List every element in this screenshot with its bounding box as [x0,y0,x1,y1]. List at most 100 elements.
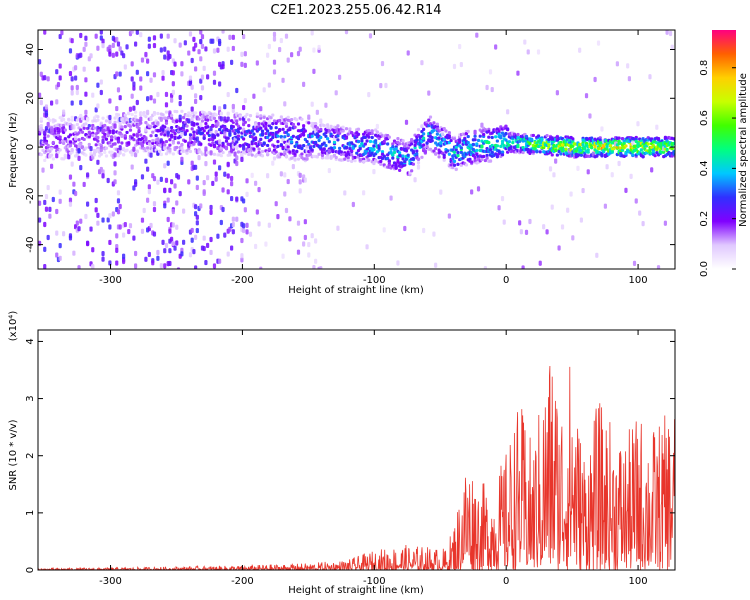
heatmap-cell [190,84,194,90]
y-tick-label: 20 [25,92,36,105]
heatmap-cell [87,130,91,134]
heatmap-cell [269,126,273,130]
heatmap-cell [75,122,79,127]
heatmap-cell [212,152,217,156]
heatmap-cell [554,148,558,153]
heatmap-cell [199,78,203,84]
heatmap-cell [586,150,590,154]
heatmap-cell [500,139,505,144]
heatmap-cell [372,147,376,152]
heatmap-cell [163,203,167,209]
heatmap-cell [425,144,429,149]
heatmap-cell [475,152,479,156]
heatmap-cell [46,76,50,82]
heatmap-cell [178,190,182,197]
heatmap-cell [180,109,184,113]
heatmap-cell [108,120,112,124]
heatmap-cell [586,169,590,175]
heatmap-cell [236,134,241,138]
heatmap-cell [233,131,237,136]
heatmap-cell [500,196,505,202]
heatmap-cell [286,57,290,63]
snr-frame [37,329,676,571]
heatmap-cell [434,262,438,268]
heatmap-cell [209,204,213,211]
heatmap-cell [243,51,247,57]
heatmap-cell [490,135,494,140]
heatmap-cell [75,152,79,157]
heatmap-cell [516,70,520,76]
heatmap-cell [295,149,299,154]
heatmap-cell [473,129,477,135]
heatmap-cell [170,116,174,120]
heatmap-cell [336,124,340,128]
heatmap-cell [442,127,446,131]
heatmap-cell [38,217,42,223]
heatmap-cell [317,138,321,143]
heatmap-cell [432,231,436,237]
heatmap-cell [415,152,419,156]
heatmap-cell [96,103,100,109]
heatmap-cell [70,115,74,120]
heatmap-cell [58,198,62,204]
heatmap-cell [159,176,163,183]
heatmap-cell [243,62,247,69]
heatmap-cell [96,45,100,51]
heatmap-cell [259,126,263,130]
heatmap-cell [202,245,206,252]
heatmap-cell [168,149,172,153]
heatmap-cell [197,155,201,161]
heatmap-cell [545,229,549,235]
heatmap-cell [415,149,419,153]
heatmap-cell [132,133,136,137]
heatmap-cell [166,33,170,39]
heatmap-cell [242,104,246,111]
heatmap-cell [617,136,621,140]
heatmap-cell [211,180,215,187]
heatmap-cell [159,47,163,53]
heatmap-cell [458,138,462,142]
heatmap-cell [322,124,326,128]
heatmap-cell [202,136,206,140]
heatmap-cell [91,133,95,137]
heatmap-cell [146,166,150,172]
heatmap-cell [511,141,515,145]
heatmap-cell [134,152,138,158]
heatmap-cell [600,126,604,132]
heatmap-cell [185,129,189,133]
heatmap-cell [343,190,347,196]
heatmap-cell [182,115,186,120]
x-tick-label: 0 [503,275,509,286]
heatmap-cell [101,169,105,175]
heatmap-cell [416,164,421,170]
heatmap-cell [202,65,206,72]
heatmap-cell [144,115,148,119]
heatmap-cell [322,141,326,145]
heatmap-cell [648,74,652,80]
heatmap-cell [178,101,182,107]
heatmap-cell [168,248,172,254]
heatmap-cell [194,111,198,115]
heatmap-cell [84,35,88,41]
heatmap-cell [259,137,263,141]
heatmap-cell [663,220,667,226]
heatmap-cell [384,82,388,89]
heatmap-cell [44,104,49,110]
heatmap-cell [315,155,319,159]
heatmap-cell [137,129,141,133]
heatmap-cell [281,127,285,131]
heatmap-cell [437,155,441,159]
heatmap-cell [240,61,244,67]
heatmap-cell [653,154,657,158]
heatmap-cell [284,33,289,39]
heatmap-cell [411,150,415,154]
heatmap-cell [605,164,609,170]
heatmap-cell [106,127,110,131]
heatmap-cell [552,172,556,178]
heatmap-cell [178,114,182,120]
heatmap-cell [84,77,88,83]
y-tick-label: -20 [25,188,36,204]
heatmap-cell [170,97,174,103]
heatmap-cell [140,174,145,180]
